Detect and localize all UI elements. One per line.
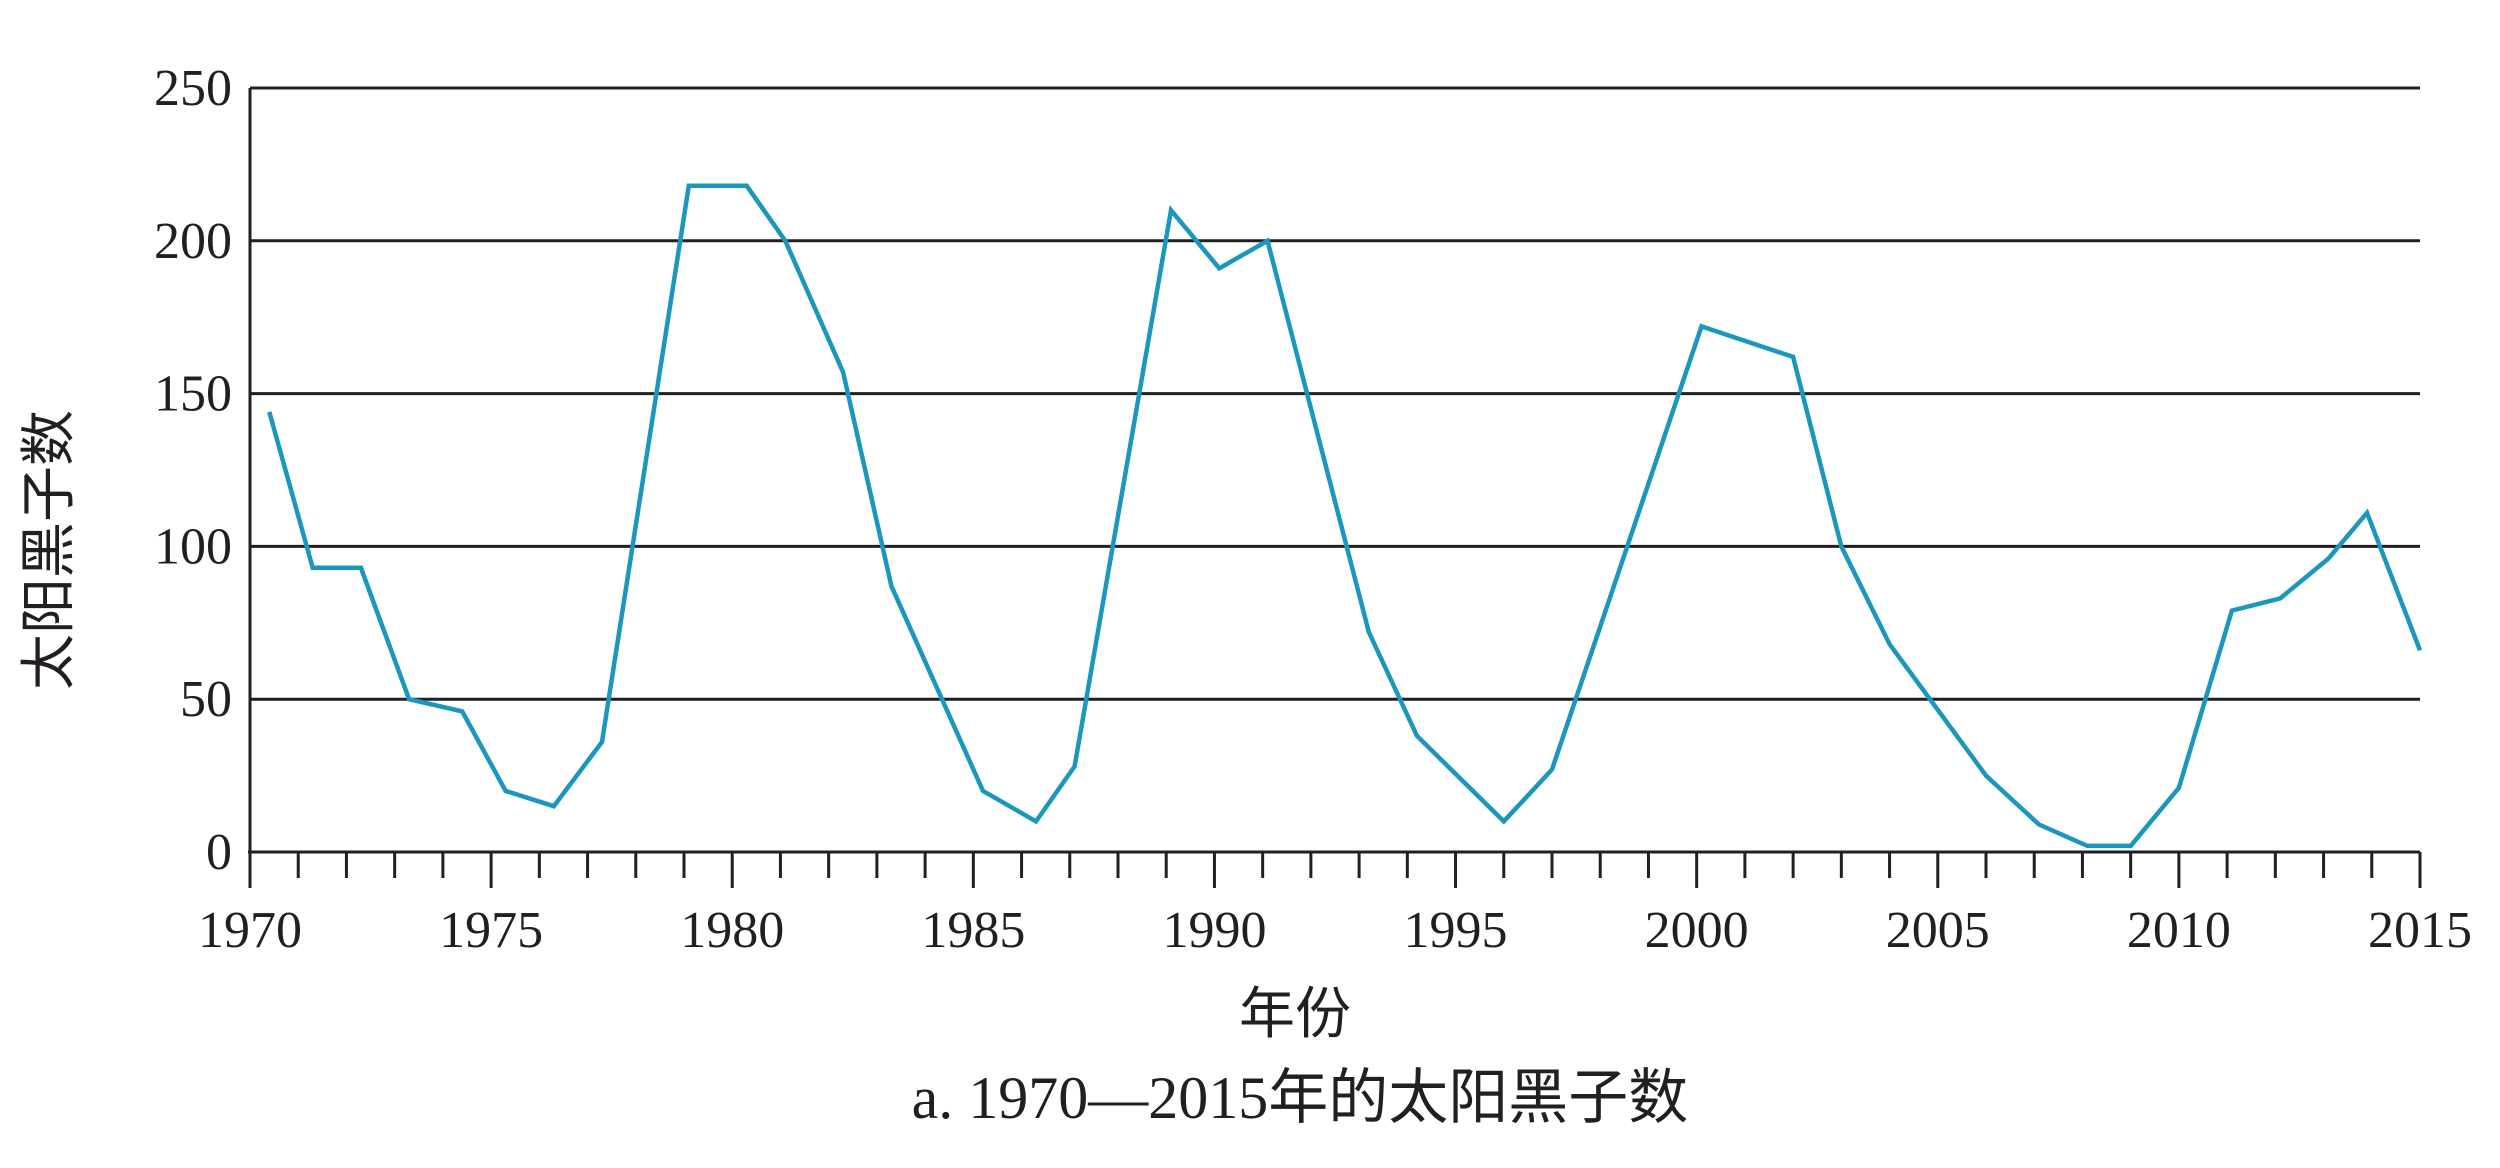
x-tick-label: 1980 xyxy=(680,902,784,959)
x-tick-label: 1985 xyxy=(921,902,1025,959)
grid-layer xyxy=(250,86,2420,701)
x-tick-label: 2005 xyxy=(1886,902,1990,959)
x-tick-label: 2010 xyxy=(2127,902,2231,959)
y-tick-label: 250 xyxy=(154,60,232,117)
x-tick-label: 2015 xyxy=(2368,902,2472,959)
x-tick-label: 1975 xyxy=(439,902,543,959)
x-tick-label: 1995 xyxy=(1404,902,1508,959)
x-axis-title: 年份 xyxy=(1239,984,1351,1046)
y-tick-label: 150 xyxy=(154,366,232,423)
axis-layer xyxy=(248,88,2422,888)
label-layer: 0 50 100 150 200 250 1970 1975 1980 1985 1990 1995 2… xyxy=(154,60,2472,959)
x-tick-label: 1970 xyxy=(198,902,302,959)
chart-title: a. 1970—2015年的太阳黑子数 xyxy=(912,1065,1689,1131)
y-axis-title: 太阳黑子数 xyxy=(19,410,81,690)
x-tick-label: 2000 xyxy=(1645,902,1749,959)
y-tick-label: 50 xyxy=(180,671,232,728)
y-tick-label: 200 xyxy=(154,213,232,270)
y-tick-label: 0 xyxy=(206,824,232,881)
sunspot-series-line xyxy=(267,183,2423,849)
x-tick-label: 1990 xyxy=(1162,902,1266,959)
line-layer xyxy=(267,183,2423,849)
y-tick-label: 100 xyxy=(154,518,232,575)
